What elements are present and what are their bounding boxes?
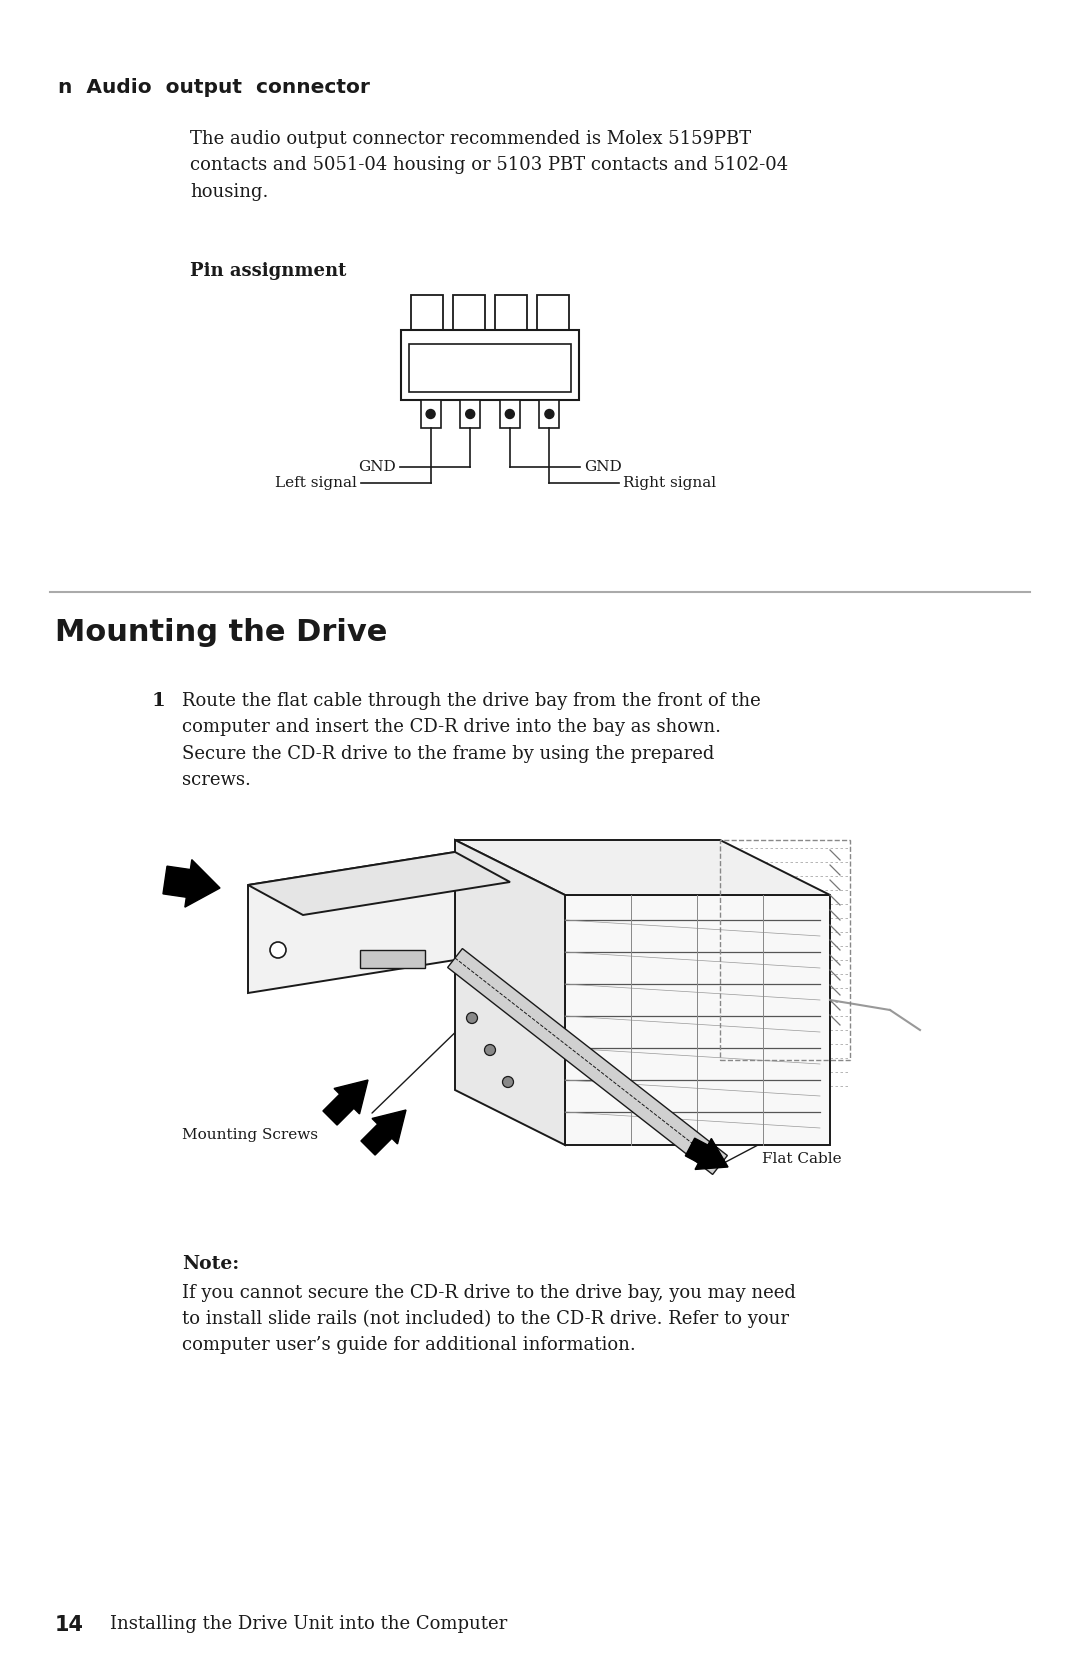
FancyArrow shape xyxy=(686,1138,728,1170)
Text: The audio output connector recommended is Molex 5159PBT
contacts and 5051-04 hou: The audio output connector recommended i… xyxy=(190,130,788,200)
Polygon shape xyxy=(447,948,728,1175)
Polygon shape xyxy=(248,851,510,915)
Text: Installing the Drive Unit into the Computer: Installing the Drive Unit into the Compu… xyxy=(110,1616,508,1632)
Bar xyxy=(411,295,443,330)
Circle shape xyxy=(505,409,514,419)
Bar xyxy=(539,401,559,427)
Text: If you cannot secure the CD-R drive to the drive bay, you may need
to install sl: If you cannot secure the CD-R drive to t… xyxy=(183,1283,796,1354)
Bar xyxy=(495,295,527,330)
Polygon shape xyxy=(565,895,831,1145)
FancyArrow shape xyxy=(361,1110,406,1155)
Polygon shape xyxy=(455,840,565,1145)
Circle shape xyxy=(467,1013,477,1023)
Bar xyxy=(537,295,569,330)
Bar xyxy=(500,401,519,427)
Text: Route the flat cable through the drive bay from the front of the
computer and in: Route the flat cable through the drive b… xyxy=(183,693,760,789)
Circle shape xyxy=(427,409,435,419)
FancyArrow shape xyxy=(323,1080,368,1125)
Text: Mounting Screws: Mounting Screws xyxy=(183,1128,318,1142)
Text: GND: GND xyxy=(584,461,622,474)
Text: Mounting the Drive: Mounting the Drive xyxy=(55,618,388,648)
Text: 14: 14 xyxy=(55,1616,84,1636)
Text: Right signal: Right signal xyxy=(623,476,716,491)
Circle shape xyxy=(545,409,554,419)
Bar xyxy=(720,840,850,1060)
Polygon shape xyxy=(455,840,831,895)
Bar xyxy=(420,401,441,427)
Bar xyxy=(453,295,485,330)
Bar xyxy=(401,330,579,401)
Bar xyxy=(460,401,481,427)
Text: Pin assignment: Pin assignment xyxy=(190,262,347,280)
Text: Note:: Note: xyxy=(183,1255,240,1273)
Bar xyxy=(409,344,571,392)
Bar xyxy=(360,950,426,968)
Text: 1: 1 xyxy=(151,693,165,709)
Text: Left signal: Left signal xyxy=(274,476,356,491)
Text: GND: GND xyxy=(359,461,396,474)
Circle shape xyxy=(502,1077,513,1088)
Text: n  Audio  output  connector: n Audio output connector xyxy=(58,78,369,97)
Circle shape xyxy=(270,941,286,958)
Circle shape xyxy=(485,1045,496,1055)
Text: Flat Cable: Flat Cable xyxy=(762,1152,841,1167)
Polygon shape xyxy=(248,851,455,993)
Circle shape xyxy=(465,409,475,419)
FancyArrow shape xyxy=(163,860,220,908)
